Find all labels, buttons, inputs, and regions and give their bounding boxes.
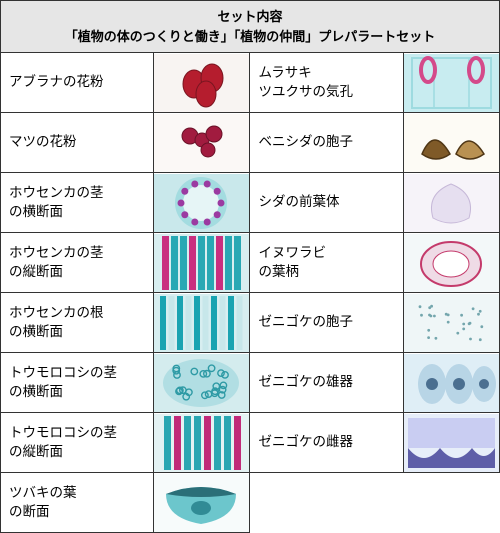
specimen-label-right: ゼニゴケの雄器 <box>250 353 403 413</box>
header-line2: 「植物の体のつくりと働き」「植物の仲間」プレパラートセット <box>65 29 436 44</box>
specimen-image-right <box>403 413 499 473</box>
specimen-image-left <box>154 53 250 113</box>
specimen-label-left: ツバキの葉の断面 <box>1 473 154 533</box>
specimen-image-right <box>403 53 499 113</box>
table-row: ホウセンカの根の横断面 ゼニゴケの胞子 <box>1 293 500 353</box>
specimen-label-right: ゼニゴケの胞子 <box>250 293 403 353</box>
specimen-image-left <box>154 233 250 293</box>
empty-cell <box>403 473 499 533</box>
specimen-image-right <box>403 353 499 413</box>
table-row: トウモロコシの茎の縦断面 ゼニゴケの雌器 <box>1 413 500 473</box>
table-row: ホウセンカの茎の横断面 シダの前葉体 <box>1 173 500 233</box>
specimen-image-left <box>154 473 250 533</box>
specimen-image-left <box>154 413 250 473</box>
specimen-label-right: ムラサキツユクサの気孔 <box>250 53 403 113</box>
specimen-image-right <box>403 113 499 173</box>
table-row: ツバキの葉の断面 <box>1 473 500 533</box>
empty-cell <box>250 473 403 533</box>
specimen-label-right: ゼニゴケの雌器 <box>250 413 403 473</box>
table-row: アブラナの花粉 ムラサキツユクサの気孔 <box>1 53 500 113</box>
specimen-image-right <box>403 293 499 353</box>
specimen-label-left: マツの花粉 <box>1 113 154 173</box>
specimen-label-left: アブラナの花粉 <box>1 53 154 113</box>
table-header: セット内容 「植物の体のつくりと働き」「植物の仲間」プレパラートセット <box>1 1 500 53</box>
specimen-image-left <box>154 353 250 413</box>
specimen-image-left <box>154 113 250 173</box>
specimen-table: セット内容 「植物の体のつくりと働き」「植物の仲間」プレパラートセット アブラナ… <box>0 0 500 533</box>
specimen-image-left <box>154 293 250 353</box>
table-row: トウモロコシの茎の横断面 ゼニゴケの雄器 <box>1 353 500 413</box>
specimen-image-right <box>403 233 499 293</box>
specimen-image-left <box>154 173 250 233</box>
specimen-image-right <box>403 173 499 233</box>
table-row: ホウセンカの茎の縦断面 イヌワラビの葉柄 <box>1 233 500 293</box>
specimen-label-left: ホウセンカの茎の横断面 <box>1 173 154 233</box>
header-line1: セット内容 <box>217 9 282 24</box>
specimen-label-left: トウモロコシの茎の縦断面 <box>1 413 154 473</box>
specimen-label-left: トウモロコシの茎の横断面 <box>1 353 154 413</box>
specimen-label-left: ホウセンカの茎の縦断面 <box>1 233 154 293</box>
table-row: マツの花粉 ベニシダの胞子 <box>1 113 500 173</box>
specimen-label-left: ホウセンカの根の横断面 <box>1 293 154 353</box>
specimen-label-right: イヌワラビの葉柄 <box>250 233 403 293</box>
specimen-label-right: シダの前葉体 <box>250 173 403 233</box>
specimen-label-right: ベニシダの胞子 <box>250 113 403 173</box>
